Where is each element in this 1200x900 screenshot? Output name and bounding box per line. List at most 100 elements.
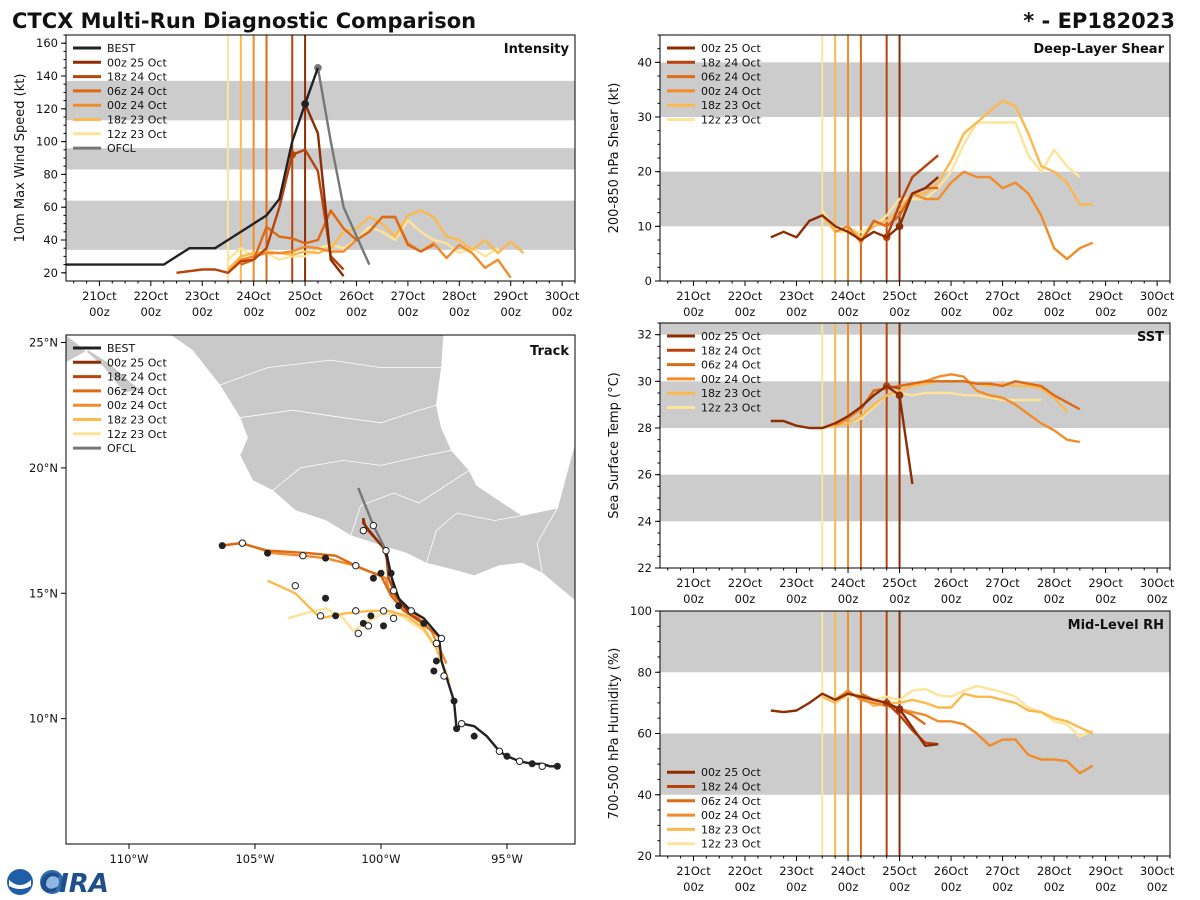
intensity-xtick-sublabel-2: 00z: [192, 305, 213, 319]
intensity-title: Intensity: [504, 42, 570, 57]
intensity-xtick-sublabel-7: 00z: [449, 305, 470, 319]
shear-legend-label-00z-24-oct: 00z 24 Oct: [701, 85, 761, 98]
sst-xtick-label-6: 27Oct: [985, 576, 1020, 590]
rh-xtick-label-2: 23Oct: [779, 864, 814, 878]
rh-xtick-sublabel-6: 00z: [992, 880, 1013, 894]
track-point-open-3: [457, 719, 466, 728]
track-fix-open-1: [299, 551, 307, 560]
track-xtick-label-2: 100°W: [361, 852, 400, 866]
intensity-xtick-sublabel-6: 00z: [398, 305, 419, 319]
track-fix-open-3: [369, 521, 378, 530]
intensity-ytick-label-160: 160: [36, 36, 58, 50]
track-point-filled-9: [395, 602, 403, 610]
sst-xtick-sublabel-4: 00z: [889, 592, 910, 606]
sst-legend-label-18z-24-oct: 18z 24 Oct: [701, 344, 761, 357]
track-series-18z-23-oct: [267, 579, 451, 682]
track-point-filled-8: [420, 619, 428, 627]
track-title: Track: [530, 344, 569, 359]
track-fix-filled-1: [264, 549, 272, 557]
intensity-ytick-label-80: 80: [43, 167, 58, 181]
intensity-series-00z-25-oct: [303, 103, 345, 277]
sst-ytick-label-28: 28: [637, 421, 652, 435]
track-point-open-5: [432, 639, 441, 648]
intensity-marker-best-0: [301, 100, 309, 108]
track-point-open-4: [440, 672, 448, 680]
shear-xtick-label-6: 27Oct: [985, 289, 1020, 303]
sst-xtick-sublabel-7: 00z: [1044, 592, 1065, 606]
rh-ytick-label-20: 20: [637, 849, 652, 863]
intensity-ytick-label-20: 20: [43, 266, 58, 280]
track-legend-label-12z-23-oct: 12z 23 Oct: [107, 428, 167, 441]
noaa-wave-icon: [9, 880, 31, 889]
track-point-filled-7: [430, 667, 438, 675]
shear-series-18z-24-oct: [885, 154, 939, 238]
rh-ytick-label-60: 60: [637, 727, 652, 741]
track-fix-filled-4: [369, 574, 377, 582]
shear-xtick-label-8: 29Oct: [1088, 289, 1123, 303]
state-border-3: [425, 512, 523, 564]
rh-xtick-sublabel-4: 00z: [889, 880, 910, 894]
sst-xtick-sublabel-9: 00z: [1147, 592, 1168, 606]
sst-ylabel: Sea Surface Temp (°C): [607, 372, 622, 519]
intensity-xtick-sublabel-1: 00z: [140, 305, 161, 319]
rh-xtick-sublabel-5: 00z: [941, 880, 962, 894]
intensity-ytick-label-100: 100: [36, 135, 58, 149]
rh-ytick-label-80: 80: [637, 665, 652, 679]
intensity-xtick-label-5: 26Oct: [339, 289, 374, 303]
sst-plot-area: [660, 323, 1170, 568]
sst-xtick-label-0: 21Oct: [676, 576, 711, 590]
sst-xtick-sublabel-2: 00z: [786, 592, 807, 606]
shear-xtick-sublabel-5: 00z: [941, 305, 962, 319]
intensity-xtick-label-0: 21Oct: [82, 289, 117, 303]
sst-legend-label-18z-23-oct: 18z 23 Oct: [701, 387, 761, 400]
track-fix-filled-6: [332, 612, 340, 620]
sst-series-00z-25-oct: [770, 384, 914, 485]
shear-xtick-label-4: 25Oct: [882, 289, 917, 303]
track-point-filled-5: [450, 697, 458, 705]
track-fix-open-6: [316, 612, 325, 620]
sst-xtick-label-7: 28Oct: [1037, 576, 1072, 590]
track-point-filled-2: [503, 752, 511, 760]
baja-landmass: [66, 335, 143, 394]
shear-ytick-label-30: 30: [637, 110, 652, 124]
track-xtick-label-0: 110°W: [109, 852, 148, 866]
shear-xtick-sublabel-7: 00z: [1044, 305, 1065, 319]
track-fix-filled-10: [377, 569, 385, 577]
rh-ytick-label-40: 40: [637, 788, 652, 802]
sst-xtick-label-8: 29Oct: [1088, 576, 1123, 590]
rh-legend-label-00z-25-oct: 00z 25 Oct: [701, 766, 761, 779]
rh-xtick-sublabel-3: 00z: [838, 880, 859, 894]
track-point-open-2: [495, 747, 504, 755]
track-point-filled-1: [528, 760, 536, 768]
shear-marker-00z-25-oct-0: [895, 222, 904, 231]
intensity-series-18z-24-oct: [176, 148, 345, 274]
shear-series-00z-25-oct: [770, 176, 939, 242]
track-fix-open-5: [291, 582, 300, 590]
track-fix-open-8: [354, 629, 362, 638]
track-legend-label-00z-25-oct: 00z 25 Oct: [107, 356, 167, 369]
shear-ylabel: 200-850 hPa Shear (kt): [607, 83, 622, 234]
intensity-legend-label-best: BEST: [107, 42, 135, 55]
figure-title: CTCX Multi-Run Diagnostic Comparison: [12, 9, 476, 33]
intensity-ytick-label-40: 40: [43, 233, 58, 247]
rh-legend-label-06z-24-oct: 06z 24 Oct: [701, 795, 761, 808]
shear-xtick-sublabel-3: 00z: [838, 305, 859, 319]
track-point-filled-3: [470, 732, 478, 740]
shear-legend-label-12z-23-oct: 12z 23 Oct: [701, 114, 761, 127]
sst-xtick-sublabel-1: 00z: [735, 592, 756, 606]
sst-legend-label-12z-23-oct: 12z 23 Oct: [701, 402, 761, 415]
sst-series-06z-24-oct: [859, 380, 1081, 411]
sst-panel: 22 24 26 28 30 32 21Oct 00z 22Oct 00z 23Oct 00z 24Oc…: [607, 322, 1175, 606]
track-fix-filled-5: [322, 594, 330, 602]
sst-ytick-label-30: 30: [637, 374, 652, 388]
intensity-legend-label-00z-24-oct: 00z 24 Oct: [107, 99, 167, 112]
intensity-legend-label-ofcl: OFCL: [107, 142, 137, 155]
rh-panel: 20 40 60 80 100 21Oct 00z 22Oct 00z 23Oct 00z 24Oct…: [607, 604, 1175, 894]
intensity-series-12z-23-oct: [227, 219, 499, 261]
rh-xtick-label-7: 28Oct: [1037, 864, 1072, 878]
sst-xtick-label-1: 22Oct: [728, 576, 763, 590]
sst-xtick-label-4: 25Oct: [882, 576, 917, 590]
shear-xtick-label-1: 22Oct: [728, 289, 763, 303]
track-point-open-6: [437, 634, 446, 643]
intensity-legend-label-12z-23-oct: 12z 23 Oct: [107, 128, 167, 141]
